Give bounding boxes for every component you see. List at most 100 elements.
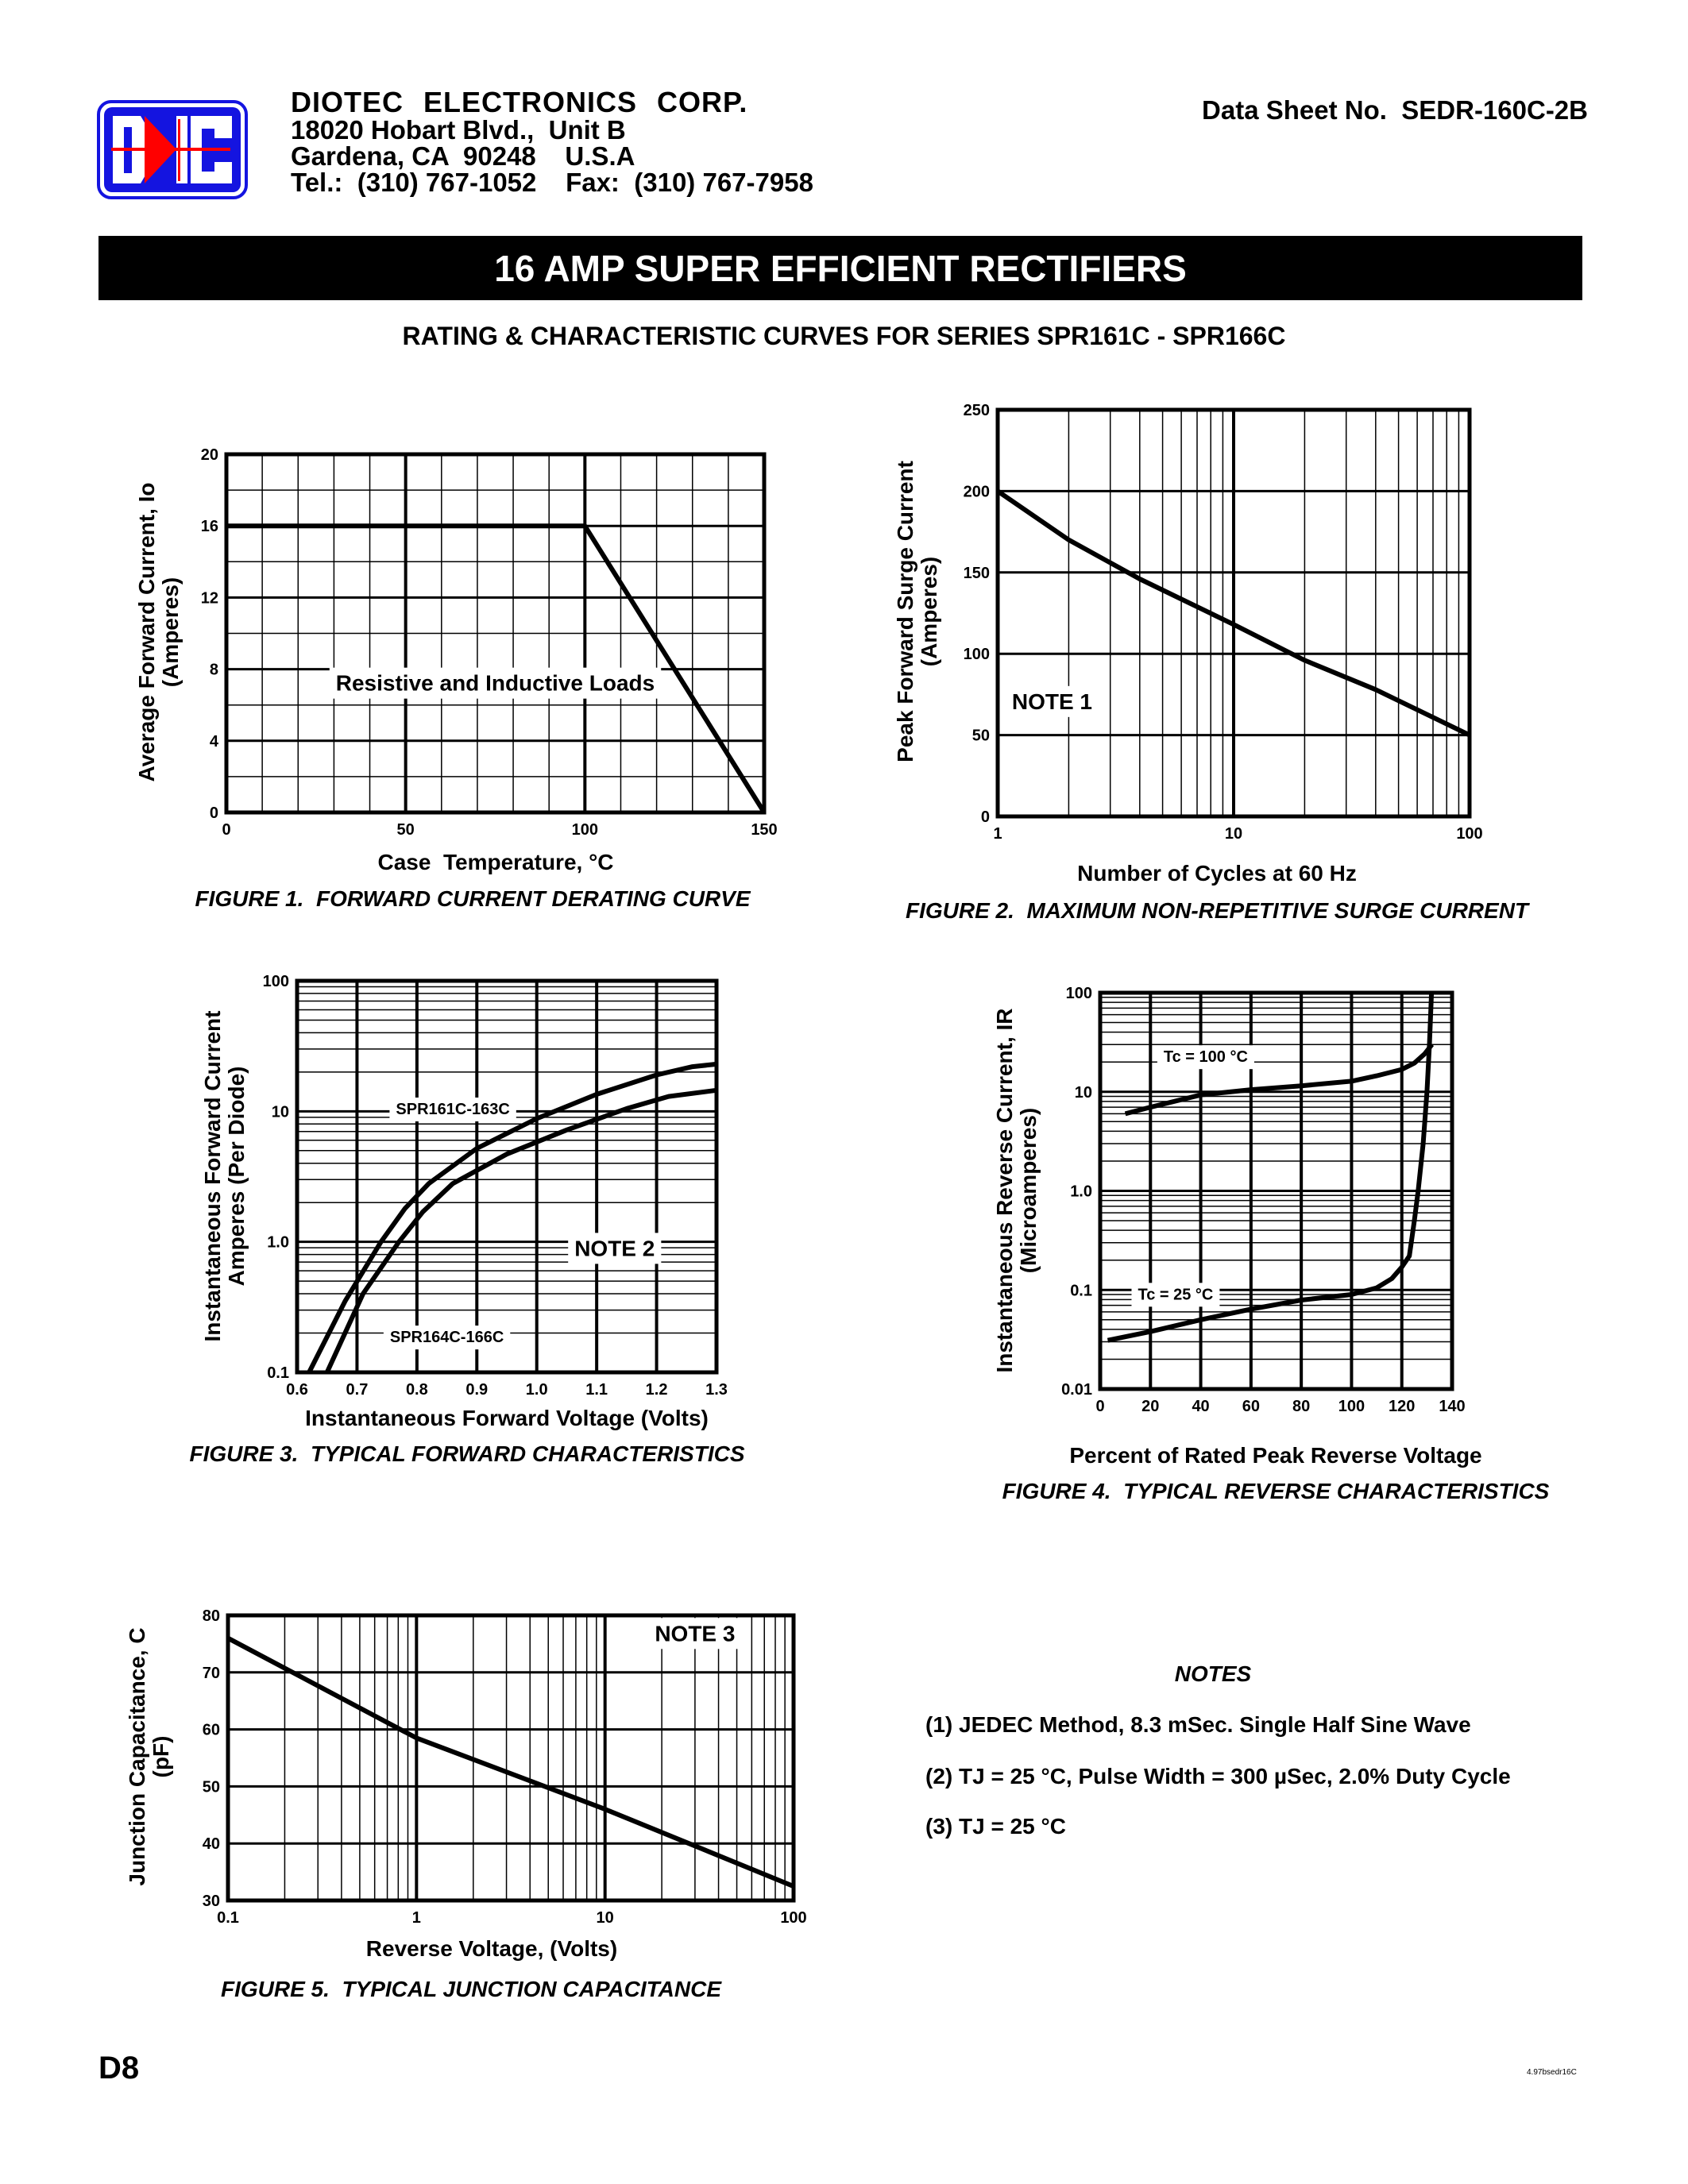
fig3-ylabel-line2: Amperes (Per Diode)	[224, 1066, 249, 1287]
annotation-background	[568, 1233, 662, 1264]
y-tick-label: 1.0	[267, 1234, 289, 1252]
x-tick-label: 150	[751, 821, 777, 839]
fig5-xlabel: Reverse Voltage, (Volts)	[365, 1936, 618, 1961]
series-line-1	[1124, 1043, 1435, 1117]
x-tick-label: 1	[993, 825, 1002, 843]
x-tick-label: 100	[1338, 1398, 1365, 1415]
note-1: (1) JEDEC Method, 8.3 mSec. Single Half …	[925, 1712, 1471, 1737]
note-2: (2) TJ = 25 °C, Pulse Width = 300 µSec, …	[925, 1764, 1511, 1788]
figure-3: 0.6 0.7 0.8 0.9 1.0 1.1 1.2 1.3 0.1 1.0 10 100 SPR16…	[263, 973, 728, 1399]
y-tick-label: 0.1	[267, 1364, 289, 1382]
annotation-background	[648, 1618, 742, 1650]
fig5-ylabel: Junction Capacitance, C (pF)	[125, 1627, 173, 1886]
y-tick-label: 70	[203, 1665, 220, 1682]
fig4-ylabel: Instantaneous Reverse Current, IR (Microa…	[992, 1008, 1041, 1372]
y-tick-label: 60	[203, 1722, 220, 1739]
x-tick-label: 10	[1225, 825, 1242, 843]
fig1-ylabel-line2: (Amperes)	[158, 577, 183, 688]
series-line-1	[226, 523, 767, 814]
fig1-xlabel: Case Temperature, °C	[377, 850, 614, 874]
x-tick-label: 0	[222, 821, 230, 839]
title-banner: 16 AMP SUPER EFFICIENT RECTIFIERS	[98, 236, 1582, 300]
plot-frame	[1098, 990, 1454, 1391]
company-info: DIOTEC ELECTRONICS CORP. 18020 Hobart Bl…	[291, 88, 813, 197]
address-line-1: 18020 Hobart Blvd., Unit B	[291, 115, 626, 145]
x-tick-label: 100	[780, 1909, 806, 1927]
figure-5: 0.1 1 10 100 30 40 50 60 70 80 NOTE 3	[203, 1607, 807, 1927]
document-code: 4.97bsedr16C	[1527, 2068, 1577, 2077]
annotation-label: Tc = 100 °C	[1164, 1048, 1248, 1066]
y-tick-label: 16	[201, 518, 218, 535]
y-tick-label: 10	[1075, 1084, 1092, 1102]
x-tick-label: 0.7	[346, 1381, 369, 1399]
plot-frame	[995, 407, 1472, 819]
y-tick-label: 40	[203, 1835, 220, 1853]
x-tick-label: 0.1	[217, 1909, 239, 1927]
x-tick-label: 120	[1389, 1398, 1415, 1415]
annotation-label: NOTE 1	[1012, 689, 1092, 714]
x-tick-label: 10	[597, 1909, 614, 1927]
fig5-ylabel-line2: (pF)	[149, 1735, 173, 1778]
x-tick-label: 1.2	[646, 1381, 668, 1399]
y-tick-label: 50	[203, 1778, 220, 1796]
plot-frame	[224, 452, 767, 815]
y-tick-label: 4	[210, 733, 219, 751]
annotation-label: Resistive and Inductive Loads	[336, 671, 655, 696]
phone-fax: Tel.: (310) 767-1052 Fax: (310) 767-7958	[291, 168, 813, 197]
annotation-background	[1157, 1045, 1254, 1070]
x-tick-label: 20	[1141, 1398, 1159, 1415]
y-tick-label: 12	[201, 589, 218, 607]
series-line-1	[226, 1636, 795, 1889]
annotation-label: SPR161C-163C	[396, 1101, 509, 1118]
series-line-2	[324, 1087, 717, 1374]
x-tick-label: 60	[1242, 1398, 1260, 1415]
annotation-background	[1131, 1283, 1220, 1307]
y-tick-label: 150	[964, 565, 990, 582]
fig5-ylabel-line1: Junction Capacitance, C	[125, 1627, 149, 1886]
x-tick-label: 1.1	[585, 1381, 608, 1399]
y-tick-label: 100	[1066, 985, 1092, 1002]
fig4-ylabel-line2: (Microamperes)	[1016, 1107, 1041, 1274]
y-tick-label: 0	[210, 805, 218, 822]
fig1-ylabel: Average Forward Current, Io (Amperes)	[134, 482, 183, 782]
x-tick-label: 0.6	[286, 1381, 308, 1399]
y-tick-label: 100	[263, 973, 289, 990]
fig3-ylabel-line1: Instantaneous Forward Current	[200, 1010, 225, 1342]
fig2-ylabel-line2: (Amperes)	[917, 556, 941, 667]
plot-frame	[226, 1613, 796, 1903]
annotation-background	[329, 667, 662, 699]
x-tick-label: 1	[412, 1909, 421, 1927]
annotation-background	[389, 1097, 516, 1121]
x-tick-label: 1.3	[705, 1381, 728, 1399]
fig4-xlabel: Percent of Rated Peak Reverse Voltage	[1069, 1443, 1482, 1468]
annotation-background	[383, 1325, 511, 1350]
y-tick-label: 20	[201, 446, 218, 464]
company-logo	[97, 100, 248, 199]
fig2-caption: FIGURE 2. MAXIMUM NON-REPETITIVE SURGE C…	[905, 898, 1529, 923]
x-tick-label: 1.0	[526, 1381, 548, 1399]
notes-heading: NOTES	[1174, 1661, 1252, 1686]
y-tick-label: 1.0	[1070, 1183, 1092, 1201]
subtitle: RATING & CHARACTERISTIC CURVES FOR SERIE…	[402, 322, 1286, 350]
x-tick-label: 80	[1292, 1398, 1310, 1415]
x-tick-label: 100	[572, 821, 598, 839]
note-3: (3) TJ = 25 °C	[925, 1814, 1066, 1839]
fig3-ylabel: Instantaneous Forward Current Amperes (Pe…	[200, 1010, 249, 1342]
x-tick-label: 50	[397, 821, 415, 839]
fig3-xlabel: Instantaneous Forward Voltage (Volts)	[305, 1406, 709, 1430]
fig2-xlabel: Number of Cycles at 60 Hz	[1077, 861, 1357, 886]
y-tick-label: 0.01	[1061, 1381, 1092, 1399]
annotation-label: SPR164C-166C	[390, 1329, 504, 1346]
x-tick-label: 0	[1095, 1398, 1104, 1415]
fig1-ylabel-line1: Average Forward Current, Io	[134, 482, 159, 782]
page-number: D8	[98, 2051, 140, 2086]
figure-4: 0 20 40 60 80 100 120 140 0.01 0.1 1.0 10 100 Tc = 10…	[1061, 985, 1466, 1415]
y-tick-label: 8	[210, 662, 218, 679]
annotation-label: Tc = 25 °C	[1138, 1286, 1213, 1303]
y-tick-label: 10	[272, 1103, 289, 1121]
datasheet-number: Data Sheet No. SEDR-160C-2B	[1202, 95, 1588, 125]
series-line-1	[996, 488, 1471, 738]
x-tick-label: 40	[1192, 1398, 1209, 1415]
y-tick-label: 30	[203, 1893, 220, 1910]
